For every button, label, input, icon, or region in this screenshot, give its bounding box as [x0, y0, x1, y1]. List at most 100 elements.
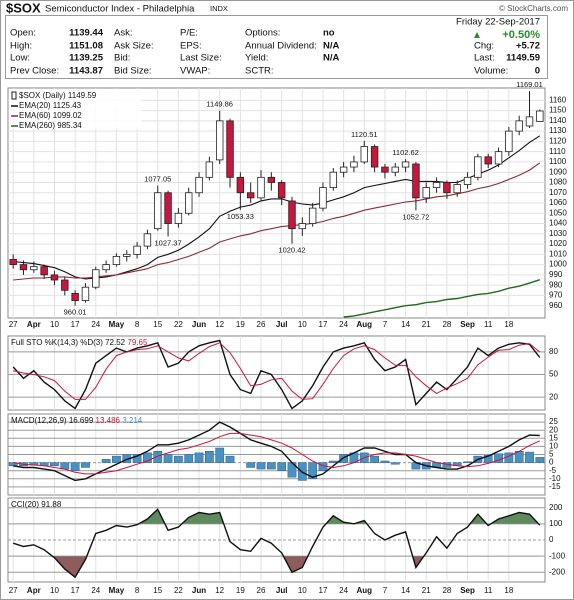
- series-line: [13, 432, 541, 475]
- histogram-bar: [163, 454, 173, 463]
- histogram-bar: [525, 451, 534, 463]
- candle-body: [370, 146, 379, 168]
- candle-body: [205, 161, 214, 178]
- exchange: INDX: [210, 4, 228, 13]
- field-label: Volume:: [474, 66, 508, 77]
- field-label: Options:: [245, 28, 280, 39]
- histogram-bar: [483, 455, 493, 463]
- histogram-bar: [380, 460, 390, 463]
- histogram-bar: [153, 451, 163, 463]
- y-tick-label: -200: [549, 567, 566, 576]
- x-tick-label: 21: [422, 586, 431, 595]
- histogram-bar: [101, 459, 111, 463]
- field-label: EPS:: [180, 41, 202, 52]
- label-part: CCI(20): [11, 500, 39, 509]
- series-line: [13, 342, 541, 400]
- histogram-bar: [256, 462, 266, 470]
- histogram-bar: [308, 462, 318, 480]
- label-part: 16.699: [69, 416, 94, 425]
- price-annotation: 960.01: [64, 308, 87, 317]
- candle-body: [453, 184, 461, 194]
- x-tick-label: Sep: [460, 320, 475, 329]
- series-line: [13, 421, 540, 482]
- y-tick-label: 1030: [549, 229, 567, 238]
- label-part: 91.88: [41, 500, 62, 509]
- field-value: N/A: [323, 41, 340, 52]
- candle-body: [360, 146, 368, 163]
- histogram-bar: [81, 462, 90, 468]
- panel-title: Full STO %K(14,3) %D(3) 72.52 79.65: [11, 338, 148, 347]
- histogram-bar: [143, 452, 152, 463]
- y-tick-label: 50: [549, 370, 558, 379]
- x-tick-label: Jul: [276, 586, 288, 595]
- histogram-bar: [8, 462, 18, 467]
- field-value: 1151.08: [69, 41, 103, 52]
- field-label: VWAP:: [180, 66, 210, 77]
- candle-body: [298, 223, 307, 230]
- field-label: Bid:: [114, 53, 130, 64]
- x-tick-label: Jun: [192, 586, 206, 595]
- panel-frame: [7, 335, 546, 411]
- candle-body: [40, 266, 48, 276]
- label-part: 1149.59: [68, 91, 97, 100]
- histogram-bar: [390, 462, 400, 465]
- candle-body: [30, 266, 38, 271]
- x-tick-label: 14: [401, 586, 410, 595]
- x-tick-label: 12: [215, 586, 224, 595]
- y-tick-label: 1090: [549, 167, 567, 176]
- x-tick-label: 12: [215, 320, 224, 329]
- label-part: Full STO %K(14,3) %D(3): [11, 338, 103, 347]
- x-tick-label: Apr: [27, 320, 41, 329]
- field-value: 1149.59: [506, 53, 540, 64]
- histogram-bar: [112, 455, 121, 463]
- y-tick-label: 80: [549, 347, 558, 356]
- label-part: 1099.02: [53, 111, 82, 120]
- histogram-bar: [463, 461, 472, 463]
- x-tick-label: May: [109, 320, 125, 329]
- candle-body: [92, 269, 100, 288]
- histogram-bar: [132, 454, 142, 463]
- series-line: [13, 162, 541, 281]
- x-tick-label: 10: [50, 586, 59, 595]
- candle-body: [123, 253, 131, 257]
- candle-body: [112, 255, 121, 266]
- x-tick-label: 18: [504, 586, 513, 595]
- y-tick-label: 20: [549, 425, 558, 434]
- candle-body: [536, 110, 544, 122]
- y-tick-label: 1130: [549, 126, 567, 135]
- candle-body: [288, 200, 296, 230]
- field-label: Open:: [10, 28, 36, 39]
- candle-body: [195, 176, 203, 194]
- histogram-bar: [184, 454, 194, 463]
- candle-body: [50, 274, 59, 281]
- field-value: N/A: [323, 53, 340, 64]
- x-tick-label: Aug: [356, 586, 372, 595]
- label-part: $SOX (Daily): [19, 91, 66, 100]
- date: Friday 22-Sep-2017: [456, 17, 540, 28]
- candle-body: [422, 187, 430, 199]
- y-tick-label: 1140: [549, 116, 567, 125]
- legend-entry: EMA(260) 985.34: [19, 121, 82, 130]
- legend-entry: EMA(60) 1099.02: [19, 111, 82, 120]
- field-label: Ask Size:: [114, 41, 154, 52]
- y-tick-label: 1050: [549, 208, 567, 217]
- histogram-bar: [204, 451, 214, 463]
- y-tick-label: 960: [549, 301, 563, 310]
- candle-body: [81, 286, 90, 301]
- x-tick-label: 11: [484, 320, 493, 329]
- candle-body: [432, 182, 441, 188]
- y-tick-label: 5: [549, 450, 554, 459]
- x-tick-label: 17: [319, 586, 328, 595]
- candle-body: [381, 166, 389, 173]
- y-tick-label: 1060: [549, 198, 567, 207]
- series-line: [12, 508, 541, 579]
- index-name: Semiconductor Index - Philadelphia: [45, 4, 195, 15]
- y-tick-label: 1000: [549, 260, 567, 269]
- series-line: [12, 339, 541, 410]
- label-part: EMA(60): [19, 111, 51, 120]
- field-label: Chg:: [474, 41, 494, 52]
- y-tick-label: 1010: [549, 249, 567, 258]
- x-tick-label: Jul: [276, 320, 288, 329]
